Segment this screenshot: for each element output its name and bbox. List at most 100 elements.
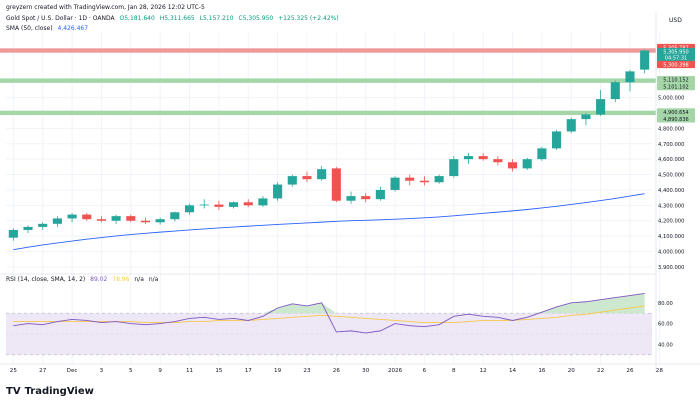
candle-up <box>23 226 33 230</box>
currency-label: USD <box>669 17 682 24</box>
current-price-tag-bg <box>657 47 695 56</box>
candle-down <box>493 159 503 163</box>
candle-down <box>96 219 106 221</box>
candle-down <box>419 180 429 183</box>
time-tick-label: 12 <box>480 368 487 374</box>
rsi-line <box>13 292 645 334</box>
candle-down <box>214 204 224 207</box>
time-tick-label: Dec <box>67 368 78 374</box>
support-low-tag-bg <box>657 83 695 91</box>
rsi-tick-label: 80.00 <box>658 301 673 307</box>
candles <box>8 49 650 241</box>
rsi-legend[interactable]: RSI (14, close, SMA, 14, 2) 89.02 78.96 … <box>6 276 161 284</box>
price-tick-label: 3,900.000 <box>658 265 684 271</box>
candle-up <box>317 169 327 180</box>
resistance-low-tag-bg <box>657 60 695 69</box>
candle-up <box>346 196 356 201</box>
candle-down <box>507 162 518 169</box>
time-tick-label: 28 <box>656 368 664 374</box>
sma-legend[interactable]: SMA (50, close) 4,426.467 <box>6 25 91 33</box>
axes: 5,000.0004,900.0004,800.0004,700.0004,60… <box>0 12 700 374</box>
time-tick-label: 27 <box>39 368 47 374</box>
candle-up <box>52 218 62 224</box>
time-tick-label: 2026 <box>388 368 403 374</box>
sma-label: SMA (50, close) <box>6 25 53 32</box>
candle-up <box>111 216 121 221</box>
rsi-label: RSI (14, close, SMA, 14, 2) <box>6 276 86 283</box>
candle-up <box>229 202 239 207</box>
candle-up <box>552 131 562 149</box>
candle-up <box>390 177 400 190</box>
candle-up <box>8 229 18 238</box>
candle-up <box>273 184 283 199</box>
time-tick-label: 5 <box>129 368 133 374</box>
support2-high-tag-bg <box>657 108 695 116</box>
ohlc-open: O5,181.640 <box>119 15 155 22</box>
time-tick-label: 3 <box>100 368 104 374</box>
price-tick-label: 4,000.000 <box>658 250 684 256</box>
time-tick-label: 25 <box>10 368 18 374</box>
candle-down <box>405 177 415 181</box>
candle-up <box>596 99 606 115</box>
time-tick-label: 30 <box>362 368 370 374</box>
price-tick-label: 4,100.000 <box>658 234 684 240</box>
support2-high-tag: 4,900.654 <box>663 110 688 116</box>
rsi-value: 89.02 <box>90 276 108 283</box>
tradingview-logo[interactable]: TV TradingView <box>6 384 94 398</box>
candle-up <box>449 159 459 177</box>
resistance-band <box>0 48 656 53</box>
rsi-upper-band-value: n/a <box>134 276 144 283</box>
time-tick-label: 15 <box>215 368 223 374</box>
symbol-line: Gold Spot / U.S. Dollar · 1D · OANDA O5,… <box>6 15 342 23</box>
time-tick-label: 22 <box>597 368 604 374</box>
candle-up <box>155 219 165 223</box>
support-high-tag-bg <box>657 76 695 84</box>
price-tick-label: 4,600.000 <box>658 157 684 163</box>
candle-up <box>287 176 297 185</box>
price-tick-label: 5,000.000 <box>658 96 684 102</box>
sma-layer <box>13 193 645 251</box>
candle-down <box>82 214 92 220</box>
symbol-name[interactable]: Gold Spot / U.S. Dollar · 1D · OANDA <box>6 15 115 22</box>
candle-up <box>67 214 77 219</box>
sma-value: 4,426.467 <box>57 25 89 32</box>
candle-down <box>478 156 488 160</box>
time-tick-label: 19 <box>274 368 282 374</box>
candle-up <box>625 71 635 83</box>
candle-down <box>243 202 253 206</box>
rsi-band-fill <box>6 313 652 355</box>
support-band <box>0 78 656 83</box>
time-tick-label: 16 <box>538 368 546 374</box>
candle-down <box>126 216 136 221</box>
tradingview-logo-text: TradingView <box>24 385 94 397</box>
rsi-tick-label: 40.00 <box>658 342 673 348</box>
time-tick-label: 23 <box>303 368 311 374</box>
candle-down <box>361 196 371 200</box>
horizontal-levels <box>0 48 656 116</box>
ohlc-low: L5,157.210 <box>199 15 234 22</box>
price-tick-label: 4,500.000 <box>658 173 684 179</box>
support2-low-tag: 4,890.836 <box>663 117 688 123</box>
candle-up <box>375 189 385 200</box>
time-tick-label: 9 <box>158 368 162 374</box>
support-band <box>0 110 656 116</box>
current-price-tag: 5,305.950 <box>663 49 688 55</box>
support-high-tag: 5,110.152 <box>663 78 688 84</box>
candle-up <box>522 159 532 169</box>
time-tick-label: 14 <box>509 368 517 374</box>
ohlc-high: H5,311.665 <box>159 15 195 22</box>
candle-up <box>38 223 48 227</box>
candle-down <box>140 220 151 223</box>
support-low-tag: 5,101.102 <box>663 85 688 91</box>
ohlc-change: +125.325 (+2.42%) <box>278 15 339 22</box>
candle-down <box>331 168 341 201</box>
rsi-ma-value: 78.96 <box>112 276 130 283</box>
time-tick-label: 26 <box>333 368 341 374</box>
sma-line <box>13 193 645 251</box>
resistance-low-tag: 5,300.398 <box>663 62 688 68</box>
ohlc-close: C5,305.950 <box>238 15 274 22</box>
time-tick-label: 6 <box>423 368 427 374</box>
time-tick-label: 11 <box>186 368 194 374</box>
